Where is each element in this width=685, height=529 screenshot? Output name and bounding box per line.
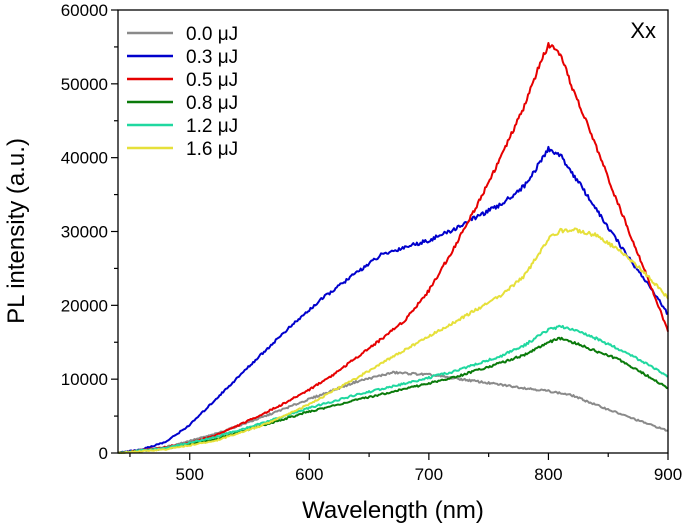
y-tick-label: 20000 — [61, 296, 108, 315]
y-tick-label: 0 — [99, 444, 108, 463]
legend-label: 1.2 μJ — [186, 116, 238, 137]
y-tick-label: 50000 — [61, 75, 108, 94]
x-axis-title: Wavelength (nm) — [302, 497, 484, 524]
legend-label: 0.3 μJ — [186, 47, 238, 68]
x-tick-label: 900 — [654, 465, 682, 484]
plot-area — [117, 42, 669, 454]
x-tick-label: 800 — [534, 465, 562, 484]
y-tick-label: 40000 — [61, 149, 108, 168]
legend: 0.0 μJ0.3 μJ0.5 μJ0.8 μJ1.2 μJ1.6 μJ — [127, 24, 238, 160]
y-tick-label: 60000 — [61, 1, 108, 20]
legend-label: 0.8 μJ — [186, 93, 238, 114]
legend-label: 0.0 μJ — [186, 24, 238, 45]
y-tick-label: 10000 — [61, 370, 108, 389]
x-tick-label: 500 — [176, 465, 204, 484]
legend-label: 1.6 μJ — [186, 139, 238, 160]
axis-ticks: 500 600 700 800 900 0 10000 20000 30000 40000 5000… — [61, 1, 682, 484]
series-line — [118, 370, 668, 454]
series-line — [118, 42, 669, 454]
series-line — [117, 336, 669, 454]
series-line — [118, 145, 669, 454]
chart-annotation: Xx — [630, 18, 656, 43]
legend-label: 0.5 μJ — [186, 70, 238, 91]
x-tick-label: 700 — [415, 465, 443, 484]
series-line — [117, 227, 669, 454]
y-axis-title: PL intensity (a.u.) — [3, 138, 30, 324]
x-tick-label: 600 — [295, 465, 323, 484]
series-line — [117, 324, 669, 454]
y-tick-label: 30000 — [61, 223, 108, 242]
